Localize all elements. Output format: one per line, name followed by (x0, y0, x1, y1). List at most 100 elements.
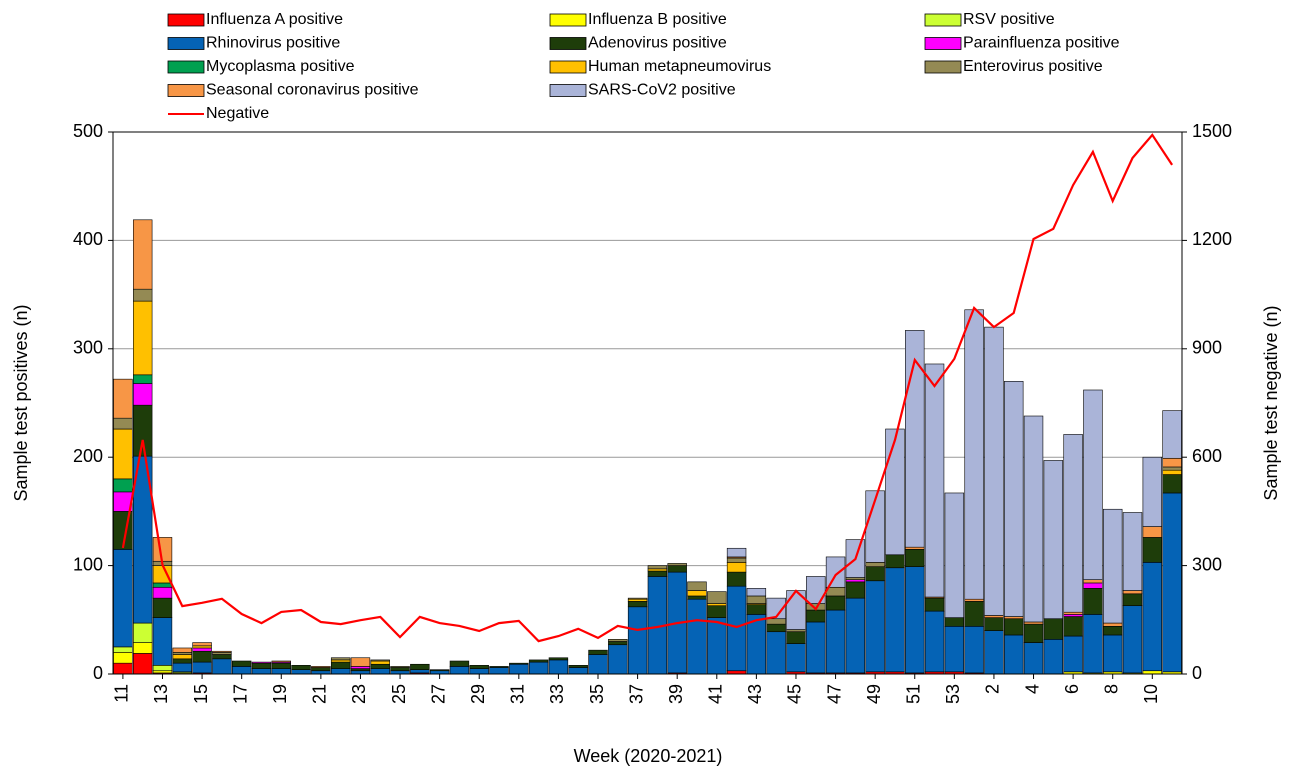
bar-segment (905, 546, 925, 550)
bar-segment (1023, 415, 1044, 623)
bar-segment (726, 557, 747, 563)
bar-segment (152, 586, 173, 599)
bar-segment (845, 577, 866, 580)
bar-segment (1043, 639, 1064, 675)
bar-segment (687, 595, 707, 600)
bar-segment (212, 654, 232, 660)
bar-segment (825, 586, 846, 597)
x-tick-label: 39 (666, 684, 686, 704)
bar-segment (786, 629, 806, 633)
bar-segment (924, 610, 945, 673)
bar-segment (271, 668, 291, 675)
bar-segment (113, 646, 133, 653)
x-tick-label: 37 (626, 684, 646, 704)
bar-segment (1023, 621, 1044, 625)
y2-tick-label: 900 (1192, 338, 1222, 358)
bar-segment (132, 288, 153, 302)
bar-segment (1004, 634, 1024, 675)
bar-segment (1023, 642, 1044, 675)
bar-segment (1162, 410, 1182, 459)
bar-segment (469, 668, 489, 675)
legend-swatch (924, 37, 962, 50)
bar-segment (1063, 614, 1083, 617)
legend-swatch (549, 60, 587, 74)
bar-segment (410, 663, 430, 670)
legend-swatch (167, 37, 205, 50)
x-tick-label: 15 (191, 684, 211, 704)
x-tick-label: 47 (824, 684, 844, 704)
bar-segment (113, 417, 133, 430)
bar-segment (568, 667, 588, 675)
legend-label: Mycoplasma positive (206, 58, 355, 75)
legend-swatch (924, 13, 962, 27)
bar-segment (132, 383, 153, 406)
bar-segment (1063, 434, 1083, 613)
x-tick-label: 25 (389, 684, 409, 704)
bar-segment (746, 595, 767, 604)
bar-segment (885, 554, 905, 569)
bar-segment (251, 661, 272, 664)
bar-segment (291, 669, 311, 675)
bar-segment (726, 562, 747, 573)
bar-segment (390, 667, 410, 672)
bar-segment (687, 590, 707, 597)
bar-segment (350, 657, 371, 667)
bar-segment (984, 615, 1004, 618)
x-axis-title: Week (2020-2021) (574, 746, 723, 766)
bar-segment (905, 566, 925, 674)
bar-segment (231, 666, 252, 675)
bar-segment (1043, 460, 1064, 620)
bar-segment (172, 662, 192, 673)
bar-segment (707, 591, 727, 604)
bar-segment (1162, 492, 1182, 673)
legend-label: Influenza B positive (588, 11, 727, 28)
y-tick-label: 100 (73, 554, 103, 574)
legend-label: RSV positive (963, 11, 1055, 28)
bar-segment (825, 595, 846, 611)
bar-segment (330, 659, 351, 663)
bar-segment (707, 603, 727, 607)
bar-segment (964, 626, 984, 674)
y-tick-label: 0 (93, 663, 103, 683)
bar-segment (1162, 469, 1182, 475)
bar-segment (528, 661, 549, 675)
bar-segment (1142, 562, 1163, 672)
bar-segment (588, 654, 608, 675)
x-tick-label: 19 (270, 684, 290, 704)
bar-segment (370, 668, 390, 675)
legend-swatch (924, 60, 962, 74)
bar-segment (231, 660, 252, 667)
legend-label: Influenza A positive (206, 11, 343, 28)
bar-segment (350, 668, 371, 672)
bar-segment (687, 581, 707, 591)
bar-segment (132, 219, 153, 290)
bar-segment (330, 668, 351, 675)
bar-segment (370, 659, 390, 662)
x-tick-label: 43 (745, 684, 765, 704)
y2-tick-label: 600 (1192, 446, 1222, 466)
bar-segment (1083, 579, 1103, 584)
bar-segment (647, 568, 668, 572)
bar-segment (192, 645, 212, 649)
y-tick-label: 300 (73, 338, 103, 358)
bar-segment (726, 547, 747, 558)
bar-segment (192, 650, 212, 663)
y2-tick-label: 300 (1192, 554, 1222, 574)
bar-segment (548, 659, 569, 675)
bar-segment (627, 598, 648, 602)
bar-segment (212, 652, 232, 655)
bar-segment (1103, 626, 1123, 636)
bar-segment (469, 665, 489, 669)
bar-segment (667, 565, 687, 573)
bar-segment (1004, 381, 1024, 617)
x-tick-label: 6 (1062, 684, 1082, 694)
legend-swatch (549, 13, 587, 27)
bar-segment (885, 567, 905, 673)
bar-segment (509, 663, 529, 675)
bar-segment (568, 665, 588, 668)
bar-segment (1083, 588, 1103, 615)
bar-segment (766, 631, 786, 675)
bar-segment (766, 597, 786, 620)
bar-segment (271, 662, 291, 669)
x-tick-label: 23 (349, 684, 369, 704)
